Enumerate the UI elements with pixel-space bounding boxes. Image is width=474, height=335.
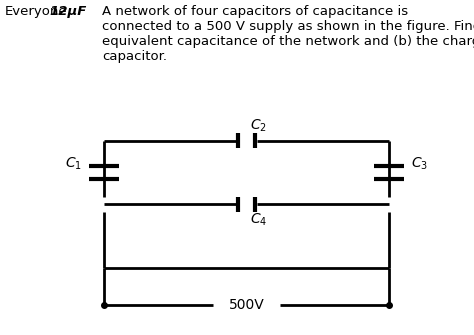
Text: $C_2$: $C_2$ <box>250 118 267 134</box>
Text: $C_1$: $C_1$ <box>65 156 82 172</box>
Text: $C_3$: $C_3$ <box>411 156 428 172</box>
Text: A network of four capacitors of capacitance is
connected to a 500 V supply as sh: A network of four capacitors of capacita… <box>102 5 474 63</box>
Text: Everyone: Everyone <box>5 5 67 18</box>
Text: $C_4$: $C_4$ <box>250 211 267 227</box>
Text: 12μF: 12μF <box>50 5 87 18</box>
Text: 500V: 500V <box>228 298 264 312</box>
